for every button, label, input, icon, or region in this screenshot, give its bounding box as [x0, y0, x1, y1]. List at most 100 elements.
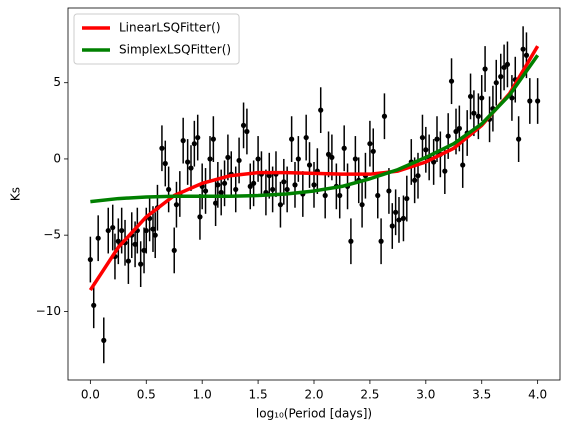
data-point	[325, 151, 332, 157]
data-point	[306, 162, 313, 168]
data-point	[191, 141, 197, 147]
data-point	[225, 154, 231, 161]
legend-label: LinearLSQFitter()	[119, 21, 221, 35]
data-point	[185, 159, 191, 165]
data-point	[381, 113, 388, 119]
data-point	[498, 74, 504, 80]
data-point	[501, 64, 507, 71]
data-point	[215, 182, 221, 188]
data-point	[445, 133, 451, 139]
data-point	[520, 46, 526, 52]
data-point	[475, 113, 481, 119]
data-point	[289, 136, 295, 142]
data-point	[434, 136, 440, 142]
data-point	[173, 202, 180, 208]
data-point	[91, 302, 97, 308]
data-point	[448, 78, 455, 84]
data-point	[281, 179, 287, 185]
y-tick-label: 5	[53, 75, 61, 89]
data-point	[166, 186, 172, 193]
data-point	[210, 136, 216, 142]
data-point	[195, 134, 201, 141]
legend-box	[73, 13, 240, 65]
data-point	[303, 134, 309, 141]
data-point	[370, 148, 376, 154]
x-tick-label: 3.5	[472, 388, 491, 402]
data-point	[456, 125, 462, 132]
data-point	[150, 226, 156, 232]
data-point	[453, 128, 459, 135]
data-point	[419, 134, 426, 141]
data-point	[516, 136, 522, 142]
data-point	[295, 156, 301, 162]
fit-line	[88, 45, 540, 292]
data-point	[442, 168, 448, 174]
data-point	[105, 227, 111, 234]
data-point	[236, 157, 242, 164]
data-point	[523, 52, 530, 58]
data-point	[255, 156, 261, 162]
data-point	[423, 147, 429, 153]
data-point	[378, 238, 384, 244]
legend-label: SimplexLSQFitter()	[119, 43, 231, 57]
data-point	[509, 95, 515, 101]
data-point	[482, 66, 488, 72]
data-point	[412, 177, 418, 183]
data-point	[404, 195, 410, 202]
data-point	[393, 209, 399, 215]
data-point	[386, 188, 392, 194]
fit-line	[90, 54, 540, 204]
x-tick-label: 3.0	[416, 388, 435, 402]
data-point	[180, 138, 186, 144]
data-point	[233, 186, 239, 193]
data-point	[162, 160, 168, 167]
data-point	[138, 261, 144, 267]
data-point	[143, 227, 149, 234]
data-point	[479, 95, 485, 101]
x-axis-label: log₁₀(Period [days])	[256, 407, 372, 421]
axes-frame	[67, 7, 561, 381]
data-point	[527, 98, 533, 104]
data-point	[244, 128, 250, 135]
y-axis-label: Ks	[9, 187, 23, 201]
x-tick-label: 1.0	[193, 388, 212, 402]
x-tick-label: 0.0	[81, 388, 100, 402]
y-tick-label: −10	[36, 304, 61, 318]
data-point	[213, 200, 219, 206]
x-tick-label: 0.5	[137, 388, 156, 402]
data-point	[400, 215, 407, 221]
data-point	[87, 256, 93, 263]
data-point	[110, 224, 116, 231]
data-point	[359, 202, 365, 208]
data-point	[221, 180, 228, 186]
data-point	[218, 189, 224, 196]
data-point	[95, 235, 101, 241]
data-point	[292, 182, 298, 188]
data-point	[202, 188, 209, 194]
data-point	[493, 80, 499, 86]
x-tick-label: 2.5	[360, 388, 379, 402]
data-point	[352, 156, 358, 162]
data-point	[504, 61, 511, 68]
data-point	[171, 247, 177, 254]
data-point	[132, 241, 138, 247]
x-tick-label: 2.0	[304, 388, 323, 402]
data-point	[322, 192, 328, 199]
data-point	[119, 227, 125, 234]
y-tick-label: −5	[43, 228, 61, 242]
data-point	[115, 238, 121, 244]
data-point	[415, 173, 421, 179]
data-point	[460, 162, 466, 168]
data-point	[337, 192, 343, 199]
data-point	[375, 192, 381, 199]
data-point	[535, 98, 541, 104]
data-point	[467, 93, 474, 100]
data-point	[101, 337, 107, 343]
data-point	[341, 145, 347, 151]
data-point	[367, 141, 373, 147]
data-point	[471, 110, 477, 116]
data-point	[311, 182, 317, 188]
data-point	[348, 238, 354, 244]
y-tick-label: 0	[53, 151, 61, 165]
